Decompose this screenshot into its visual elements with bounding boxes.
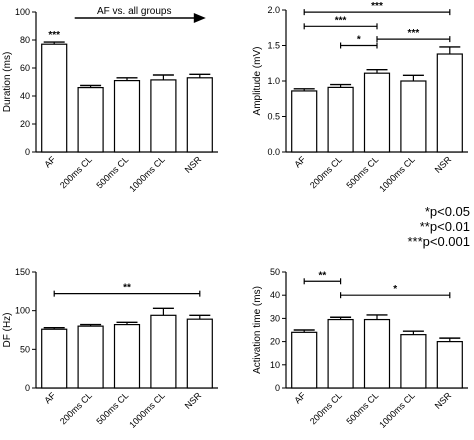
y-axis-label: DF (Hz) [2, 313, 13, 348]
y-axis-label: Activation time (ms) [252, 286, 263, 374]
x-tick-label: AF [42, 390, 58, 406]
legend-p0001: ***p<0.001 [407, 234, 470, 249]
bar [41, 328, 68, 389]
y-tick-label: 10 [270, 360, 280, 370]
significance-stars: ** [319, 270, 327, 281]
y-axis-label: Duration (ms) [2, 52, 13, 113]
x-tick-label: 500ms CL [94, 390, 130, 426]
chart-panel-4: 0 10 20 30 40 50 Activation time (ms) AF 200ms C… [252, 267, 468, 430]
significance-legend: *p<0.05 **p<0.01 ***p<0.001 [404, 204, 470, 249]
bar [327, 318, 354, 389]
significance-stars: * [393, 284, 397, 295]
y-axis-label: Amplitude (mV) [252, 47, 263, 116]
bar [400, 80, 427, 153]
significance-stars: *** [335, 15, 347, 26]
bar [327, 86, 354, 153]
significance-stars: ** [123, 283, 131, 294]
x-tick-label: 200ms CL [308, 154, 344, 190]
y-tick-label: 150 [15, 267, 30, 277]
bar [186, 77, 213, 153]
x-tick-label: 200ms CL [58, 154, 94, 190]
y-tick-label: 50 [20, 344, 30, 354]
comparison-arrow-label: AF vs. all groups [97, 6, 171, 17]
y-tick-label: 1.0 [267, 76, 280, 86]
bar [113, 323, 141, 389]
x-tick-label: 500ms CL [344, 154, 380, 190]
bar [291, 90, 318, 153]
significance-stars: *** [408, 28, 420, 39]
x-tick-label: AF [42, 154, 58, 170]
bar [363, 318, 391, 389]
bar [363, 72, 391, 153]
bar [113, 79, 141, 153]
x-tick-label: 1000ms CL [377, 390, 417, 430]
x-tick-label: 500ms CL [344, 390, 380, 426]
x-tick-label: 1000ms CL [377, 154, 417, 194]
y-tick-label: 30 [270, 313, 280, 323]
chart-panel-2: 0.0 0.5 1.0 1.5 2.0 Amplitude (mV) AF 200ms CL 5… [252, 1, 468, 194]
x-tick-label: 1000ms CL [127, 154, 167, 194]
y-tick-label: 100 [15, 7, 30, 17]
y-tick-label: 50 [270, 267, 280, 277]
bar [41, 43, 68, 153]
significance-stars: * [357, 35, 361, 46]
x-tick-label: NSR [433, 390, 454, 411]
chart-panel-3: 0 50 100 150 DF (Hz) AF 200ms CL 500ms CL1000ms… [2, 267, 218, 430]
bar [77, 86, 104, 153]
bar [400, 334, 427, 389]
chart-panel-1: 0 20 40 60 80 100 Duration (ms) AF 200ms CL 500ms… [2, 6, 218, 194]
bar [150, 79, 177, 153]
y-tick-label: 0 [275, 383, 280, 393]
y-tick-label: 0 [25, 147, 30, 157]
x-tick-label: NSR [433, 154, 454, 175]
y-tick-label: 100 [15, 306, 30, 316]
x-tick-label: NSR [183, 390, 204, 411]
y-tick-label: 60 [20, 63, 30, 73]
bar [186, 318, 213, 389]
arrow-head-icon [193, 13, 206, 23]
y-tick-label: 0.5 [267, 112, 280, 122]
y-tick-label: 1.5 [267, 41, 280, 51]
y-tick-label: 20 [270, 337, 280, 347]
x-tick-label: 200ms CL [58, 390, 94, 426]
significance-stars: *** [48, 30, 60, 41]
y-tick-label: 0 [25, 383, 30, 393]
x-tick-label: NSR [183, 154, 204, 175]
bar [436, 341, 463, 389]
bar [436, 53, 463, 153]
x-tick-label: 200ms CL [308, 390, 344, 426]
legend-p001: **p<0.01 [419, 219, 470, 234]
y-tick-label: 0.0 [267, 147, 280, 157]
x-tick-label: AF [292, 390, 308, 406]
legend-p005: *p<0.05 [424, 204, 470, 219]
y-tick-label: 20 [20, 119, 30, 129]
y-tick-label: 40 [20, 91, 30, 101]
significance-stars: *** [371, 1, 383, 12]
x-tick-label: 500ms CL [94, 154, 130, 190]
x-tick-label: AF [292, 154, 308, 170]
bar [291, 331, 318, 389]
bar [150, 314, 177, 389]
bar [77, 325, 104, 389]
y-tick-label: 80 [20, 35, 30, 45]
x-tick-label: 1000ms CL [127, 390, 167, 430]
y-tick-label: 40 [270, 290, 280, 300]
y-tick-label: 2.0 [267, 5, 280, 15]
